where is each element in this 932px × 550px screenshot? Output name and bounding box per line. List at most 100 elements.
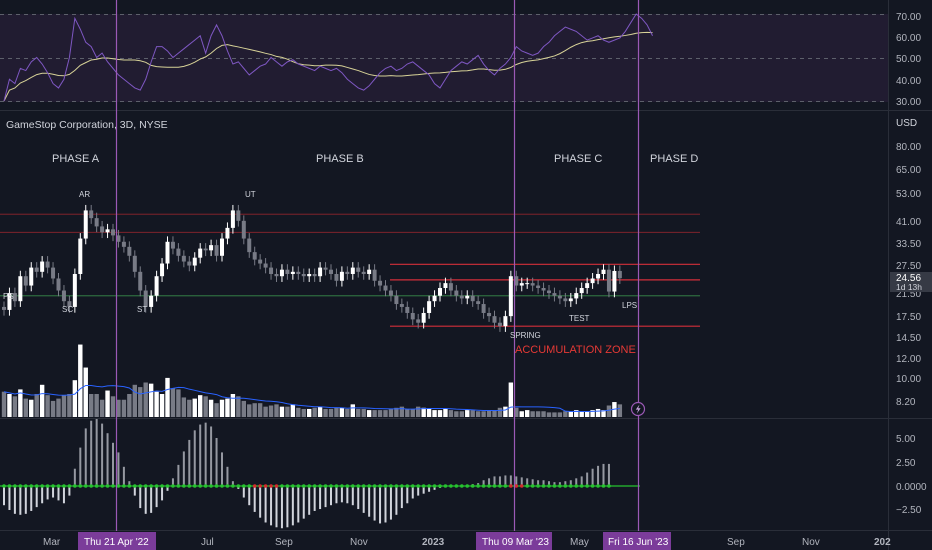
osc-dot xyxy=(340,484,344,488)
candle-body xyxy=(405,306,410,313)
candle-body xyxy=(427,301,432,313)
osc-dot xyxy=(596,484,600,488)
volume-bar xyxy=(350,404,355,417)
volume-bar xyxy=(606,405,612,417)
osc-dot xyxy=(383,484,388,488)
price-tick: 41.00 xyxy=(896,217,921,228)
candle-body xyxy=(100,226,105,233)
candle-body xyxy=(269,267,274,274)
oscillator-axis[interactable]: 5.00 2.50 0.0000 −2.50 xyxy=(896,434,927,516)
osc-dot xyxy=(454,484,459,488)
osc-dot xyxy=(563,484,568,488)
osc-dot xyxy=(231,484,235,488)
osc-tick: −2.50 xyxy=(896,505,922,516)
candle-body xyxy=(263,263,268,268)
osc-dot xyxy=(569,484,573,488)
candle-body xyxy=(241,220,246,239)
osc-dot xyxy=(329,484,333,488)
osc-bar xyxy=(346,486,349,504)
osc-bar xyxy=(3,486,5,506)
date-highlight-label: Thu 21 Apr '22 xyxy=(84,537,149,548)
rsi-tick: 30.00 xyxy=(896,97,921,108)
volume-bar xyxy=(361,408,366,417)
oscillator-histogram xyxy=(0,419,640,529)
osc-bar xyxy=(112,442,114,486)
osc-dot xyxy=(203,484,208,488)
osc-dot xyxy=(585,484,589,488)
price-tick: 80.00 xyxy=(896,142,921,153)
osc-dot xyxy=(356,484,361,488)
osc-dot xyxy=(133,484,137,488)
candle-body xyxy=(121,241,126,247)
candle-body xyxy=(585,283,590,289)
volume-bar xyxy=(56,398,61,417)
osc-bar xyxy=(199,424,202,486)
volume-bar xyxy=(377,410,383,417)
volume-bar xyxy=(345,408,350,417)
osc-dot xyxy=(285,484,290,488)
volume-bar xyxy=(486,410,492,417)
candle-body xyxy=(372,269,377,281)
candle-body xyxy=(329,269,333,274)
volume-bar xyxy=(541,411,546,417)
osc-dot xyxy=(378,484,382,488)
price-tick: 14.50 xyxy=(896,333,921,344)
volume-bar xyxy=(454,411,459,417)
osc-bar xyxy=(330,486,332,506)
rsi-axis[interactable]: 70.00 60.00 50.00 40.00 30.00 xyxy=(896,12,921,108)
osc-bar xyxy=(591,468,594,486)
volume-bar xyxy=(312,407,317,417)
volume-bar xyxy=(448,410,454,417)
candle-body xyxy=(345,271,350,274)
event-label-ps: PS xyxy=(3,292,14,301)
volume-bar xyxy=(574,410,579,417)
osc-bar xyxy=(548,481,550,486)
candle-body xyxy=(487,312,492,317)
osc-dot xyxy=(558,484,562,488)
time-axis[interactable]: Mar Jul Sep Nov 2023 May Sep Nov 202 xyxy=(43,537,891,548)
osc-bar xyxy=(384,486,387,523)
osc-dot xyxy=(367,484,371,488)
osc-bar xyxy=(526,478,529,486)
price-tick: 8.20 xyxy=(896,397,916,408)
osc-dot xyxy=(307,484,312,488)
osc-dot xyxy=(192,484,197,488)
volume-bar xyxy=(465,410,470,417)
osc-dot xyxy=(73,484,77,488)
osc-bar xyxy=(297,486,300,523)
osc-dot xyxy=(225,484,230,488)
candle-body xyxy=(481,304,486,313)
osc-bar xyxy=(73,468,76,486)
candle-body xyxy=(339,271,344,281)
volume-bar xyxy=(39,384,45,417)
candle-body xyxy=(421,312,426,323)
osc-bar xyxy=(400,486,403,509)
osc-bar xyxy=(313,486,316,511)
time-tick: Nov xyxy=(350,537,368,548)
volume-bar xyxy=(225,398,230,417)
rsi-tick: 70.00 xyxy=(896,12,921,23)
candle-body xyxy=(601,269,606,274)
volume-bar xyxy=(535,411,541,417)
candle-body xyxy=(67,301,72,307)
volume-bar xyxy=(323,408,328,417)
candle-body xyxy=(149,295,154,307)
volume-bar xyxy=(421,407,426,417)
volume-bar xyxy=(165,377,170,417)
osc-dot xyxy=(323,484,328,488)
candle-body xyxy=(252,252,257,260)
osc-dot xyxy=(149,484,153,488)
price-axis[interactable]: 80.00 65.00 53.00 41.00 33.50 27.50 21.5… xyxy=(896,142,921,408)
candle-body xyxy=(296,271,301,274)
volume-bar xyxy=(525,410,530,417)
osc-bar xyxy=(542,480,545,486)
osc-bar xyxy=(308,486,311,515)
osc-bar xyxy=(602,463,605,486)
candle-body xyxy=(40,261,45,272)
volume-bar xyxy=(388,408,394,417)
volume-bar xyxy=(290,404,296,417)
candle-body xyxy=(192,257,197,266)
osc-bar xyxy=(90,420,93,486)
volume-bar xyxy=(437,410,443,417)
